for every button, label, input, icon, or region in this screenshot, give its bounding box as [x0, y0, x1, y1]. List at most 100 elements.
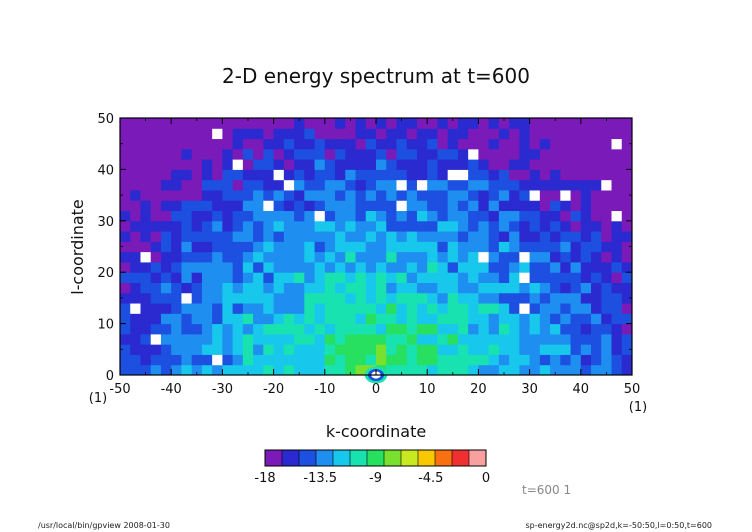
heatmap-cell: [468, 241, 479, 253]
heatmap-cell: [345, 323, 357, 335]
heatmap-cell: [498, 210, 510, 222]
heatmap-cell: [294, 179, 305, 191]
heatmap-cell: [621, 148, 633, 160]
heatmap-cell: [212, 344, 223, 355]
heatmap-cell: [539, 364, 551, 376]
heatmap-cell: [468, 210, 479, 222]
heatmap-cell: [242, 189, 254, 201]
heatmap-cell: [283, 364, 295, 376]
heatmap-cell: [447, 210, 459, 222]
heatmap-cell: [498, 261, 510, 273]
heatmap-cell: [478, 261, 490, 273]
colorbar-swatch: [384, 450, 402, 466]
heatmap-cell: [355, 292, 367, 304]
heatmap-cell: [498, 364, 510, 376]
heatmap-cell: [529, 220, 541, 232]
heatmap-cell: [447, 128, 459, 140]
heatmap-cell: [550, 323, 561, 335]
heatmap-cell: [488, 210, 500, 222]
colorbar-frame: [264, 449, 487, 467]
heatmap-cell: [601, 303, 613, 314]
heatmap-cell: [406, 118, 418, 129]
heatmap-cell: [376, 323, 387, 335]
heatmap-cell: [365, 251, 377, 263]
heatmap-cell: [181, 313, 193, 325]
heatmap-cell: [447, 333, 459, 345]
heatmap-cell: [611, 292, 623, 304]
heatmap-cell: [580, 159, 592, 170]
heatmap-cell: [468, 251, 479, 263]
heatmap-cell: [120, 241, 131, 253]
heatmap-cell: [314, 272, 326, 283]
heatmap-cell: [273, 303, 285, 314]
heatmap-cell: [283, 138, 295, 150]
x-axis-ticks: -50 -40 -30 -20 -10 0 10 20 30 40 50: [109, 118, 640, 397]
heatmap-cell: [181, 128, 193, 140]
heatmap-cell: [406, 148, 418, 160]
heatmap-cell: [519, 210, 531, 222]
heatmap-cell: [611, 313, 623, 325]
heatmap-cell: [242, 323, 254, 335]
heatmap-cell: [160, 303, 172, 314]
heatmap-cell: [263, 272, 275, 283]
heatmap-cell: [621, 261, 633, 273]
heatmap-cell: [468, 272, 479, 283]
heatmap-cell: [191, 364, 203, 376]
heatmap-cell: [591, 313, 602, 325]
heatmap-cell: [529, 344, 541, 355]
heatmap-cell: [130, 261, 141, 273]
heatmap-cell: [304, 179, 316, 191]
heatmap-cell: [498, 251, 510, 263]
heatmap-cell: [160, 169, 172, 181]
heatmap-cell: [355, 148, 367, 160]
heatmap-cell: [468, 344, 479, 355]
heatmap-cell: [386, 169, 397, 181]
heatmap-cell: [335, 303, 346, 314]
heatmap-cell: [406, 138, 418, 150]
heatmap-cell: [437, 261, 449, 273]
heatmap-cell: [120, 272, 131, 283]
heatmap-cell: [509, 241, 520, 253]
heatmap-cell: [509, 354, 520, 366]
heatmap-cell: [253, 189, 264, 201]
heatmap-cell: [191, 354, 203, 366]
heatmap-cell: [601, 118, 613, 129]
heatmap-cell: [591, 200, 602, 212]
heatmap-cell: [478, 231, 490, 242]
heatmap-cell: [294, 138, 305, 150]
heatmap-cell: [447, 261, 459, 273]
heatmap-cell: [591, 128, 602, 140]
heatmap-cell: [550, 118, 561, 129]
heatmap-cell: [130, 210, 141, 222]
heatmap-cell: [232, 220, 244, 232]
heatmap-cell: [416, 354, 428, 366]
heatmap-cell: [488, 200, 500, 212]
heatmap-cell: [468, 292, 479, 304]
heatmap-cell: [314, 220, 326, 232]
heatmap-cell: [130, 251, 141, 263]
heatmap-cell: [335, 169, 346, 181]
heatmap-cell: [212, 323, 223, 335]
heatmap-cell: [416, 210, 428, 222]
heatmap-cell: [212, 333, 223, 345]
heatmap-cell: [601, 354, 613, 366]
heatmap-cell: [447, 148, 459, 160]
heatmap-cell: [396, 344, 408, 355]
heatmap-cell: [539, 333, 551, 345]
heatmap-cell: [273, 282, 285, 294]
heatmap-cell: [498, 189, 510, 201]
heatmap-cell: [437, 323, 449, 335]
heatmap-cell: [263, 220, 275, 232]
heatmap-cell: [570, 292, 582, 304]
heatmap-cell: [488, 333, 500, 345]
heatmap-cell: [314, 128, 326, 140]
heatmap-cell: [304, 118, 316, 129]
heatmap-cell: [427, 128, 438, 140]
heatmap-cell: [427, 169, 438, 181]
heatmap-cell: [324, 189, 336, 201]
heatmap-cell: [242, 210, 254, 222]
heatmap-cell: [560, 272, 572, 283]
heatmap-cell: [130, 128, 141, 140]
heatmap-cell: [120, 364, 131, 376]
